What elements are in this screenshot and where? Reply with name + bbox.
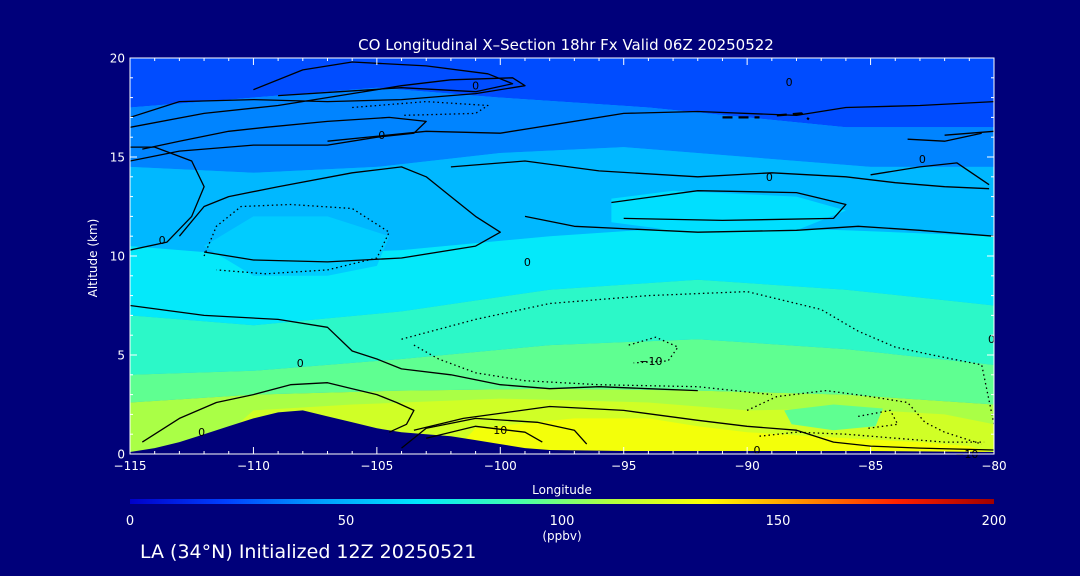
- field-band: [130, 87, 994, 173]
- contour-label: 0: [198, 426, 205, 439]
- y-axis-label: Altitude (km): [86, 219, 100, 298]
- y-tick-label: 10: [110, 250, 125, 264]
- contour-label: 10: [493, 424, 507, 437]
- field-band: [130, 279, 994, 375]
- contour-line: [130, 304, 698, 392]
- contour-line: [944, 130, 994, 136]
- contour-label: 0: [524, 256, 531, 269]
- contour-line: [628, 336, 679, 364]
- x-tick-label: −110: [237, 459, 270, 473]
- field-band: [130, 339, 994, 405]
- contour-line: [524, 215, 994, 237]
- contour-line: [130, 146, 205, 251]
- contour-line: [413, 344, 772, 396]
- contour-label: 0: [378, 129, 385, 142]
- contour-label: 0: [159, 234, 166, 247]
- y-tick-label: 0: [117, 448, 125, 462]
- contour-line: [776, 112, 810, 121]
- colorbar-tick-label: 150: [766, 514, 791, 529]
- chart-title: CO Longitudinal X–Section 18hr Fx Valid …: [358, 36, 774, 54]
- colorbar-ticks: 0 50 100 150 200: [126, 514, 1007, 529]
- contour-line: [352, 100, 489, 117]
- colorbar-tick-label: 200: [982, 514, 1007, 529]
- contour-label: 0: [754, 444, 761, 457]
- contour-line: [870, 162, 990, 186]
- x-tick-label: −115: [114, 459, 147, 473]
- contour-line: [141, 382, 415, 443]
- contour-label: 0: [786, 76, 793, 89]
- field-band: [130, 58, 994, 128]
- contour-line: [253, 61, 514, 97]
- field-band: [130, 226, 994, 326]
- y-tick-label: 5: [117, 349, 125, 363]
- x-tick-label: −100: [484, 459, 517, 473]
- contour-label: 0: [472, 80, 479, 93]
- x-tick-label: −95: [611, 459, 636, 473]
- x-tick-label: −105: [360, 459, 393, 473]
- footer-caption: LA (34°N) Initialized 12Z 20250521: [140, 541, 477, 563]
- colorbar: 0 50 100 150 200 (ppbv): [126, 499, 1007, 543]
- contour-line: [450, 160, 990, 190]
- contour-line: [746, 389, 982, 445]
- colorbar-tick-label: 50: [338, 514, 355, 529]
- x-tick-label: −85: [858, 459, 883, 473]
- x-axis-label: Longitude: [532, 483, 592, 497]
- contour-label: −10: [639, 355, 662, 368]
- contour-line: [327, 100, 994, 142]
- co-concentration-field: [130, 58, 994, 454]
- colorbar-bar: [130, 499, 994, 504]
- contour-line: [907, 132, 982, 142]
- contour-line: [611, 190, 847, 222]
- contour-line: [401, 290, 994, 425]
- contour-label: 0: [919, 153, 926, 166]
- field-band: [784, 404, 883, 431]
- contour-line: [401, 417, 588, 449]
- colorbar-tick-label: 0: [126, 514, 134, 529]
- terrain-mask: [130, 410, 994, 454]
- contour-label: 0: [988, 333, 995, 346]
- x-axis: −115 −110 −105 −100 −95 −90 −85 −80: [114, 58, 1007, 473]
- colorbar-unit: (ppbv): [542, 529, 581, 543]
- field-band: [611, 190, 846, 231]
- x-tick-label: −80: [981, 459, 1006, 473]
- contour-line: [858, 409, 899, 429]
- contour-line: [130, 116, 427, 162]
- contour-line: [413, 405, 994, 451]
- contour-line: [203, 203, 390, 275]
- x-tick-label: −90: [734, 459, 759, 473]
- contour-line: [178, 166, 501, 263]
- y-tick-label: 15: [110, 151, 125, 165]
- contour-label: 0: [766, 171, 773, 184]
- contour-line: [426, 425, 543, 443]
- contour-lines: [130, 61, 994, 451]
- colorbar-tick-label: 100: [550, 514, 575, 529]
- y-tick-label: 20: [110, 52, 125, 66]
- y-axis: 0 5 10 15 20: [110, 52, 994, 462]
- contour-line: [130, 77, 526, 128]
- contour-label: 0: [297, 357, 304, 370]
